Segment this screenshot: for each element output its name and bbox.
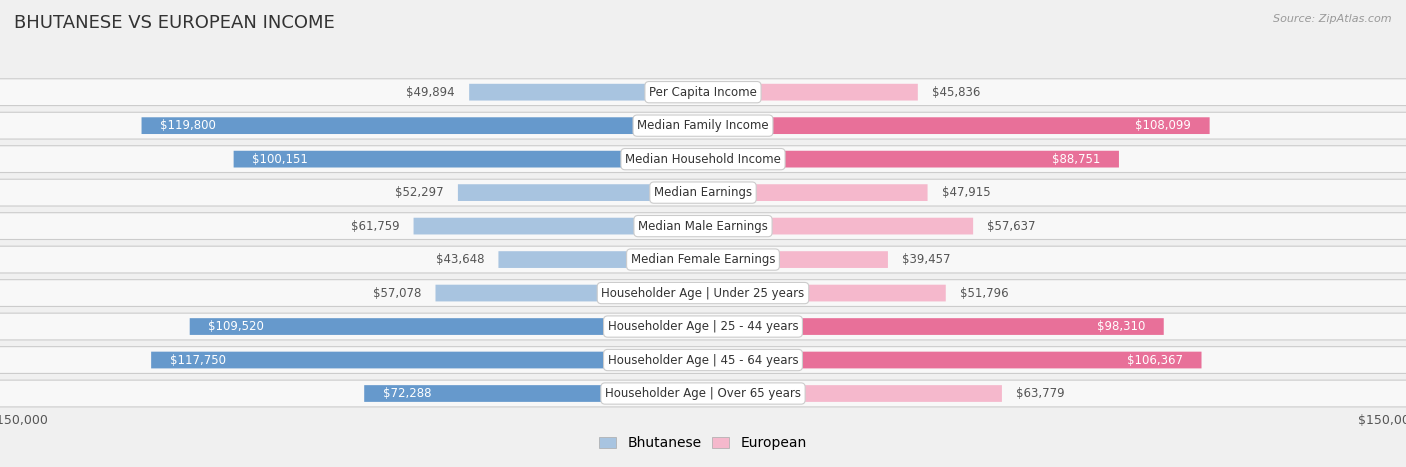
FancyBboxPatch shape [0,112,1406,139]
FancyBboxPatch shape [703,184,928,201]
FancyBboxPatch shape [499,251,703,268]
Text: BHUTANESE VS EUROPEAN INCOME: BHUTANESE VS EUROPEAN INCOME [14,14,335,32]
Text: Source: ZipAtlas.com: Source: ZipAtlas.com [1274,14,1392,24]
Text: $109,520: $109,520 [208,320,264,333]
FancyBboxPatch shape [703,285,946,301]
Text: $119,800: $119,800 [160,119,217,132]
FancyBboxPatch shape [703,84,918,100]
Text: $39,457: $39,457 [903,253,950,266]
FancyBboxPatch shape [0,347,1406,374]
Text: $57,078: $57,078 [373,287,422,299]
Text: Median Earnings: Median Earnings [654,186,752,199]
Legend: Bhutanese, European: Bhutanese, European [593,431,813,456]
Text: Median Family Income: Median Family Income [637,119,769,132]
Text: $150,000: $150,000 [1358,414,1406,427]
FancyBboxPatch shape [703,251,889,268]
Text: $43,648: $43,648 [436,253,485,266]
FancyBboxPatch shape [233,151,703,168]
Text: Householder Age | 25 - 44 years: Householder Age | 25 - 44 years [607,320,799,333]
Text: $150,000: $150,000 [0,414,48,427]
FancyBboxPatch shape [0,313,1406,340]
FancyBboxPatch shape [0,246,1406,273]
FancyBboxPatch shape [703,352,1202,368]
Text: Per Capita Income: Per Capita Income [650,85,756,99]
FancyBboxPatch shape [0,212,1406,240]
Text: $106,367: $106,367 [1126,354,1182,367]
Text: $52,297: $52,297 [395,186,444,199]
Text: $98,310: $98,310 [1097,320,1144,333]
Text: $51,796: $51,796 [960,287,1008,299]
FancyBboxPatch shape [703,385,1002,402]
Text: $47,915: $47,915 [942,186,990,199]
FancyBboxPatch shape [0,380,1406,407]
FancyBboxPatch shape [470,84,703,100]
Text: Householder Age | Under 25 years: Householder Age | Under 25 years [602,287,804,299]
FancyBboxPatch shape [413,218,703,234]
FancyBboxPatch shape [190,318,703,335]
Text: Median Female Earnings: Median Female Earnings [631,253,775,266]
Text: $63,779: $63,779 [1017,387,1064,400]
Text: Median Male Earnings: Median Male Earnings [638,219,768,233]
Text: $100,151: $100,151 [252,153,308,166]
FancyBboxPatch shape [364,385,703,402]
Text: $88,751: $88,751 [1052,153,1101,166]
Text: Householder Age | Over 65 years: Householder Age | Over 65 years [605,387,801,400]
FancyBboxPatch shape [703,151,1119,168]
Text: $72,288: $72,288 [382,387,432,400]
Text: $61,759: $61,759 [352,219,399,233]
FancyBboxPatch shape [703,117,1209,134]
FancyBboxPatch shape [0,280,1406,306]
FancyBboxPatch shape [0,146,1406,172]
FancyBboxPatch shape [703,218,973,234]
Text: $108,099: $108,099 [1135,119,1191,132]
FancyBboxPatch shape [0,179,1406,206]
Text: $45,836: $45,836 [932,85,980,99]
FancyBboxPatch shape [0,79,1406,106]
Text: Householder Age | 45 - 64 years: Householder Age | 45 - 64 years [607,354,799,367]
Text: $117,750: $117,750 [170,354,226,367]
FancyBboxPatch shape [703,318,1164,335]
FancyBboxPatch shape [142,117,703,134]
Text: Median Household Income: Median Household Income [626,153,780,166]
FancyBboxPatch shape [458,184,703,201]
FancyBboxPatch shape [152,352,703,368]
Text: $57,637: $57,637 [987,219,1036,233]
Text: $49,894: $49,894 [406,85,456,99]
FancyBboxPatch shape [436,285,703,301]
